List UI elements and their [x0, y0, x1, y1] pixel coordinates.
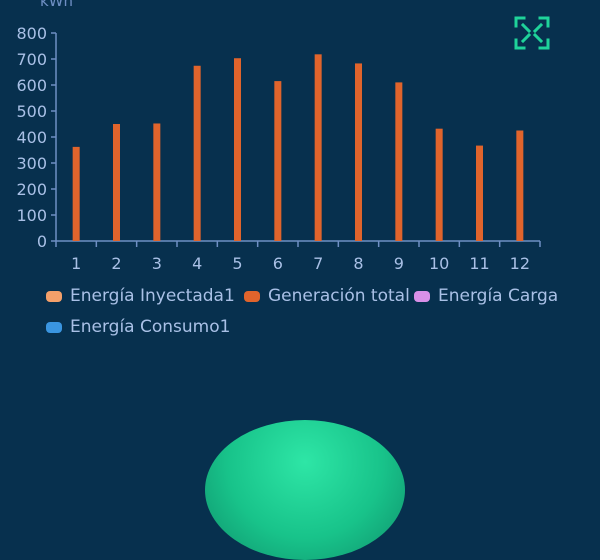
y-tick-label: 100 — [16, 206, 47, 225]
legend-swatch — [46, 290, 62, 302]
y-tick-label: 500 — [16, 102, 47, 121]
x-tick-label: 8 — [353, 254, 363, 273]
bar-generacion-total — [435, 128, 443, 241]
legend-swatch — [414, 290, 430, 302]
y-tick-label: 300 — [16, 154, 47, 173]
y-tick-label: 200 — [16, 180, 47, 199]
bar-generacion-total — [72, 146, 80, 241]
x-tick-label: 6 — [273, 254, 283, 273]
bar-generacion-total — [314, 54, 322, 241]
x-tick-label: 2 — [111, 254, 121, 273]
expand-icon[interactable] — [514, 16, 550, 50]
x-tick-label: 9 — [394, 254, 404, 273]
x-tick-label: 5 — [232, 254, 242, 273]
y-tick-label: 600 — [16, 76, 47, 95]
x-tick-label: 4 — [192, 254, 202, 273]
legend-swatch — [46, 321, 62, 333]
bar-generacion-total — [153, 123, 161, 241]
bar-generacion-total — [476, 145, 483, 241]
x-tick-label: 11 — [469, 254, 489, 273]
decorative-green-dome — [205, 420, 405, 560]
y-axis-unit-label: kWh — [40, 0, 74, 10]
legend-item-generacion-total[interactable]: Generación total — [244, 286, 410, 306]
bar-generacion-total — [516, 130, 524, 241]
x-tick-label: 1 — [71, 254, 81, 273]
legend-item-energia-inyectada[interactable]: Energía Inyectada1 — [46, 286, 235, 306]
legend-label: Energía Inyectada1 — [70, 286, 235, 306]
legend-label: Energía Consumo1 — [70, 317, 231, 337]
bar-generacion-total — [395, 82, 403, 242]
bar-generacion-total — [355, 63, 362, 241]
legend-label: Generación total — [268, 286, 410, 306]
y-tick-label: 800 — [16, 24, 47, 43]
legend-swatch — [244, 290, 260, 302]
bar-generacion-total — [274, 81, 282, 241]
x-tick-label: 12 — [510, 254, 530, 273]
legend-item-energia-consumo[interactable]: Energía Consumo1 — [46, 317, 230, 337]
y-tick-label: 0 — [37, 232, 47, 251]
bar-generacion-total — [113, 124, 120, 241]
x-tick-label: 10 — [429, 254, 449, 273]
x-tick-label: 7 — [313, 254, 323, 273]
y-tick-label: 700 — [16, 50, 47, 69]
legend-label: Energía Carga — [438, 286, 559, 306]
bar-generacion-total — [193, 65, 201, 241]
bar-generacion-total — [234, 58, 241, 241]
y-tick-label: 400 — [16, 128, 47, 147]
x-tick-label: 3 — [152, 254, 162, 273]
legend-item-energia-carga[interactable]: Energía Carga — [414, 286, 558, 306]
